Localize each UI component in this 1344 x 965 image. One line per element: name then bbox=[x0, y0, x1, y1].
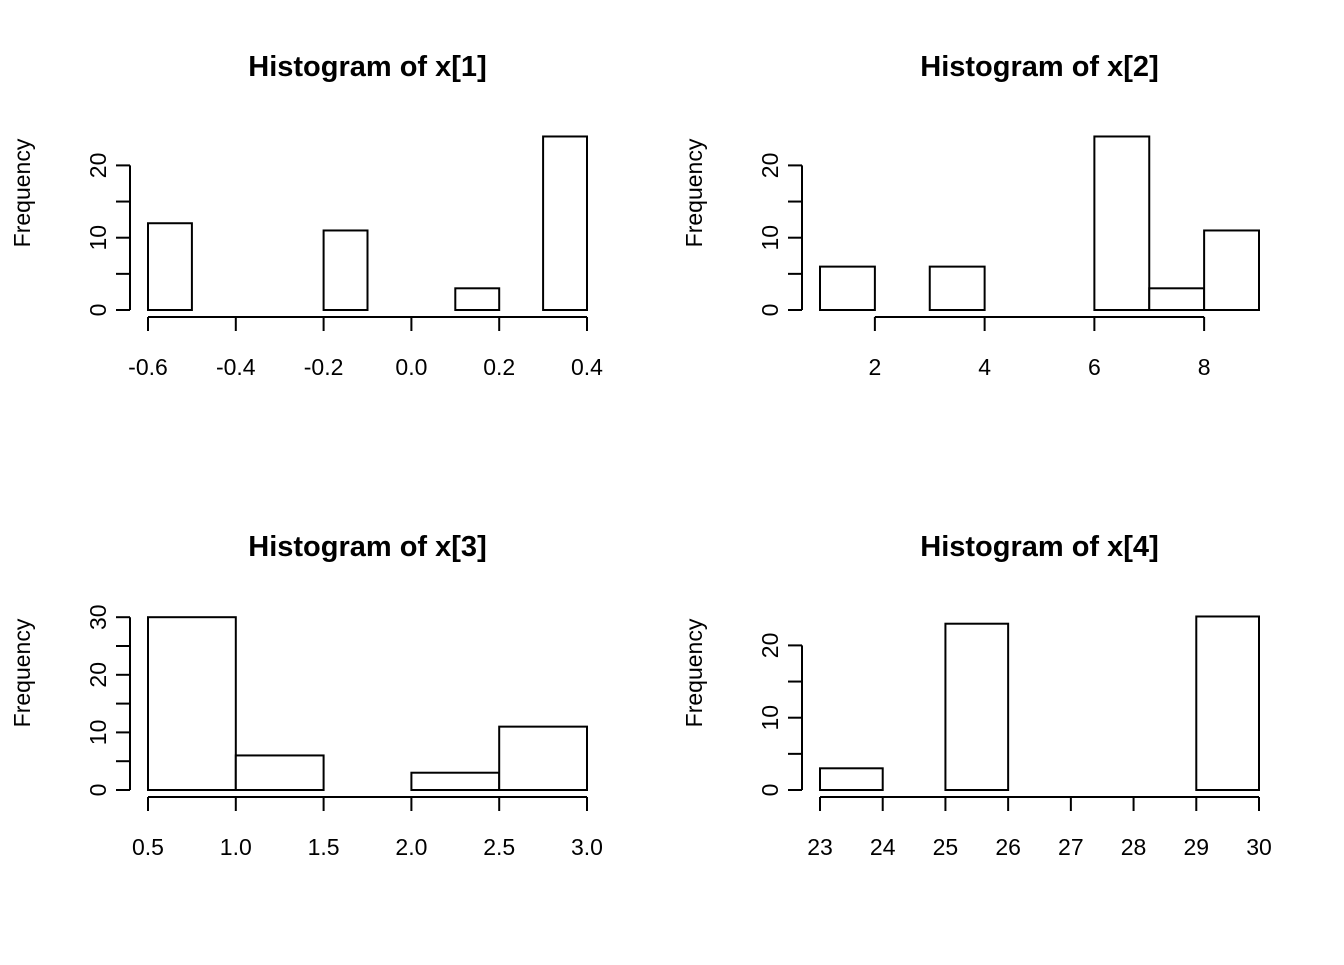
histogram-bar bbox=[322, 229, 369, 311]
y-tick-label: 20 bbox=[757, 633, 783, 659]
y-tick-label: 30 bbox=[85, 604, 111, 630]
y-tick-label: 20 bbox=[85, 662, 111, 688]
y-axis-label: Frequency bbox=[681, 618, 707, 727]
x-tick-label: 27 bbox=[1058, 834, 1084, 860]
histogram-bar bbox=[147, 616, 237, 792]
histogram-bar bbox=[1203, 229, 1260, 311]
histogram-bar bbox=[234, 754, 325, 792]
histogram-panel-3: Histogram of x[3] Frequency 0.5 1.0 1.5 2.0… bbox=[9, 531, 603, 860]
x-tick-label: 24 bbox=[870, 834, 896, 860]
x-tick-label: 0.2 bbox=[483, 354, 515, 380]
y-axis-label: Frequency bbox=[9, 618, 35, 727]
x-tick-label: 2.0 bbox=[395, 834, 427, 860]
x-tick-label: 23 bbox=[807, 834, 833, 860]
histogram-bar bbox=[498, 725, 589, 792]
histogram-bar bbox=[542, 135, 588, 311]
y-axis-label: Frequency bbox=[681, 138, 707, 247]
histogram-panel-2: Histogram of x[2] Frequency 2 4 6 8 0 10 20 bbox=[681, 51, 1260, 380]
histogram-panel-4: Histogram of x[4] Frequency 23 24 25 26 27 28… bbox=[681, 531, 1272, 860]
y-axis-label: Frequency bbox=[9, 138, 35, 247]
histogram-bar bbox=[928, 265, 986, 311]
x-tick-label: -0.2 bbox=[304, 354, 344, 380]
histogram-bar bbox=[147, 222, 193, 312]
y-tick-label: 20 bbox=[85, 153, 111, 179]
x-tick-label: 30 bbox=[1246, 834, 1272, 860]
y-tick-label: 10 bbox=[757, 705, 783, 731]
x-tick-label: -0.6 bbox=[128, 354, 168, 380]
histogram-bar bbox=[819, 767, 884, 791]
x-tick-label: 6 bbox=[1088, 354, 1101, 380]
chart-title: Histogram of x[4] bbox=[920, 531, 1158, 563]
y-tick-label: 0 bbox=[85, 304, 111, 317]
x-tick-label: 2.5 bbox=[483, 834, 515, 860]
x-tick-label: 8 bbox=[1198, 354, 1211, 380]
x-tick-label: 1.5 bbox=[308, 834, 340, 860]
x-tick-label: 3.0 bbox=[571, 834, 603, 860]
histogram-bar bbox=[410, 771, 501, 791]
y-tick-label: 10 bbox=[85, 720, 111, 746]
x-tick-label: 0.4 bbox=[571, 354, 603, 380]
x-tick-label: 28 bbox=[1121, 834, 1147, 860]
chart-title: Histogram of x[2] bbox=[920, 51, 1158, 83]
histogram-bar bbox=[454, 287, 501, 311]
y-tick-label: 10 bbox=[85, 225, 111, 251]
x-tick-label: 26 bbox=[995, 834, 1021, 860]
y-tick-label: 20 bbox=[757, 153, 783, 179]
chart-title: Histogram of x[3] bbox=[248, 531, 486, 563]
histogram-bar bbox=[819, 265, 876, 311]
histogram-panel-1: Histogram of x[1] Frequency -0.6 -0.4 -0.2… bbox=[9, 51, 603, 380]
x-tick-label: 0.5 bbox=[132, 834, 164, 860]
x-tick-label: 25 bbox=[933, 834, 959, 860]
y-tick-label: 10 bbox=[757, 225, 783, 251]
x-tick-label: 1.0 bbox=[220, 834, 252, 860]
chart-title: Histogram of x[1] bbox=[248, 51, 486, 83]
x-tick-label: 4 bbox=[978, 354, 991, 380]
x-tick-label: -0.4 bbox=[216, 354, 256, 380]
histogram-bar bbox=[1195, 615, 1261, 791]
y-tick-label: 0 bbox=[85, 784, 111, 797]
x-tick-label: 2 bbox=[868, 354, 881, 380]
histogram-bar bbox=[1148, 287, 1206, 311]
y-tick-label: 0 bbox=[757, 304, 783, 317]
x-tick-label: 0.0 bbox=[395, 354, 427, 380]
x-tick-label: 29 bbox=[1183, 834, 1209, 860]
y-tick-label: 0 bbox=[757, 784, 783, 797]
histogram-bar bbox=[944, 622, 1010, 792]
histogram-bar bbox=[1093, 135, 1151, 311]
